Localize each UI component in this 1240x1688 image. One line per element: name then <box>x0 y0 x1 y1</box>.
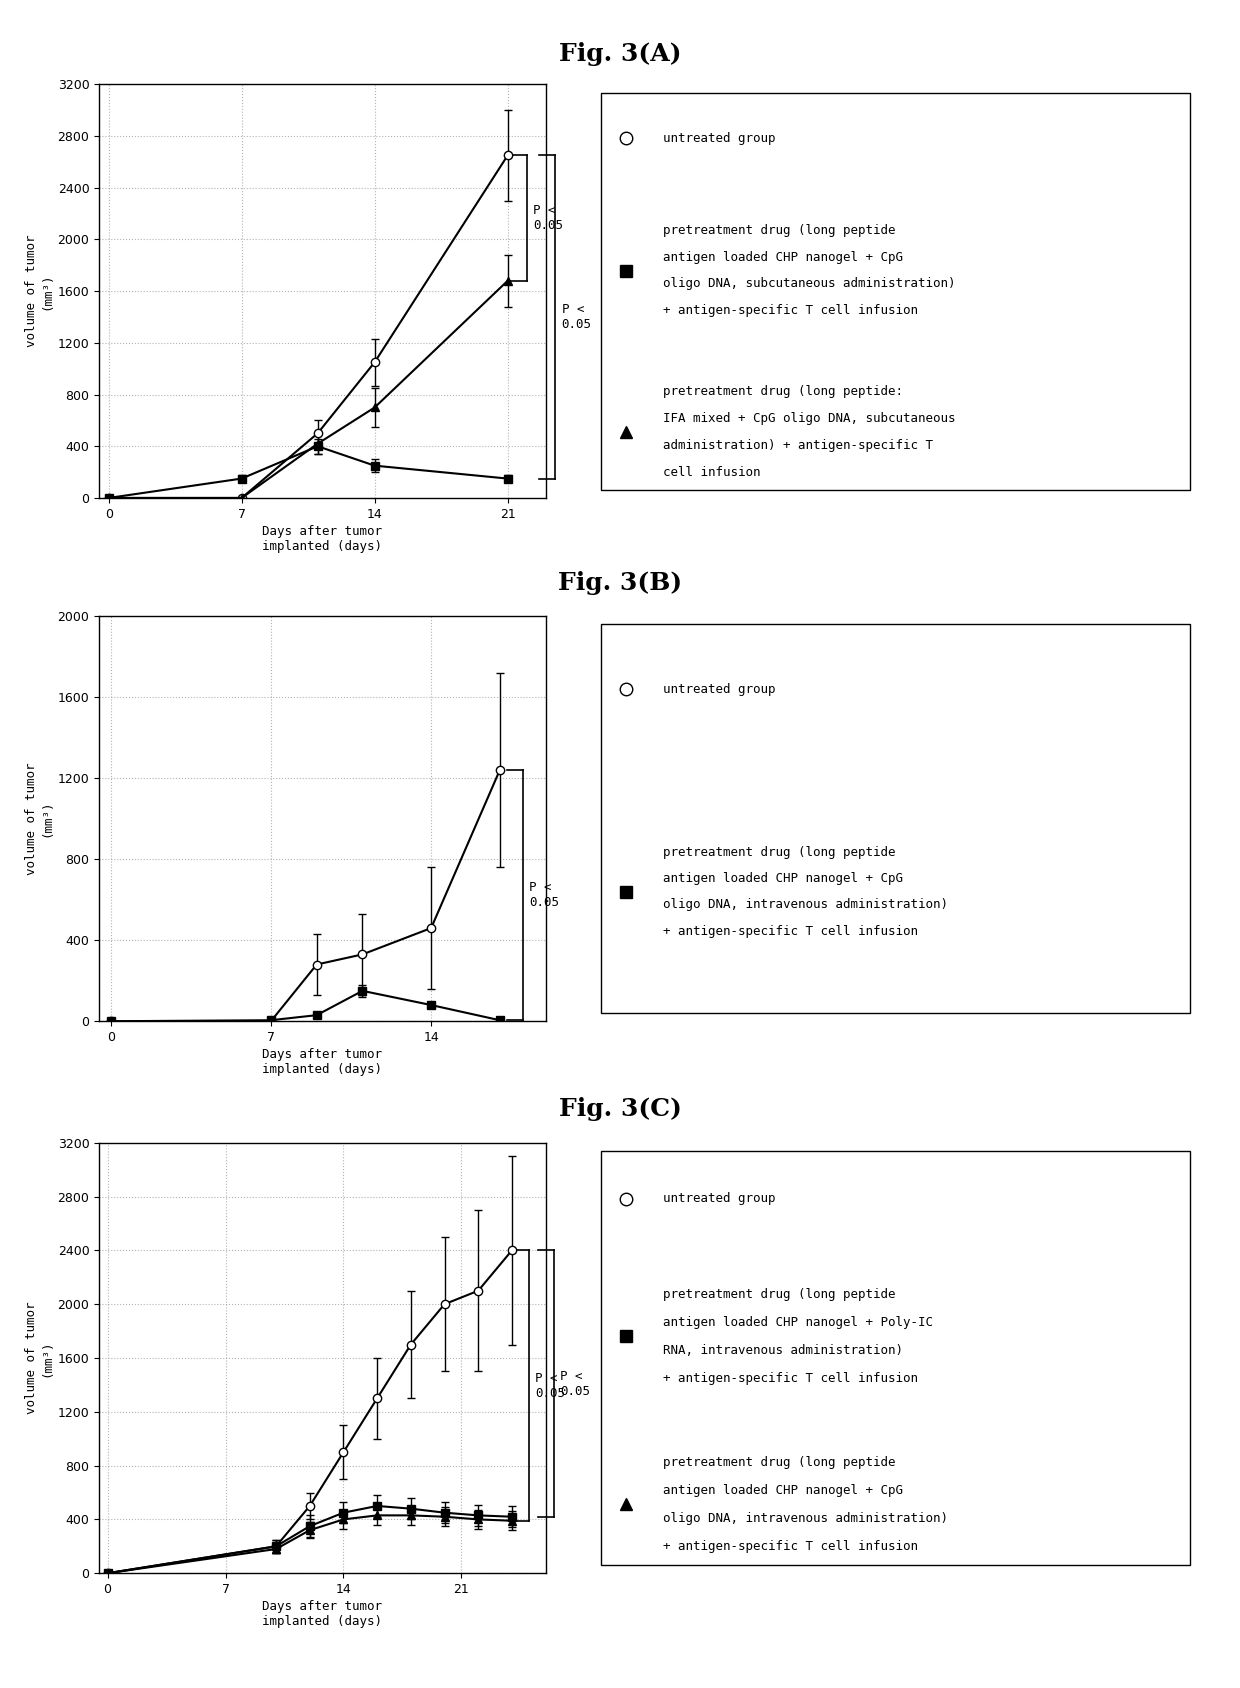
Text: P <
0.05: P < 0.05 <box>536 1372 565 1399</box>
Text: Fig. 3(B): Fig. 3(B) <box>558 571 682 594</box>
Text: Fig. 3(A): Fig. 3(A) <box>559 42 681 66</box>
Text: pretreatment drug (long peptide: pretreatment drug (long peptide <box>663 1288 895 1301</box>
Y-axis label: volume of tumor
(mm³): volume of tumor (mm³) <box>26 763 53 874</box>
Text: oligo DNA, intravenous administration): oligo DNA, intravenous administration) <box>663 1512 949 1524</box>
Text: + antigen-specific T cell infusion: + antigen-specific T cell infusion <box>663 304 919 317</box>
Text: pretreatment drug (long peptide: pretreatment drug (long peptide <box>663 846 895 859</box>
Text: antigen loaded CHP nanogel + CpG: antigen loaded CHP nanogel + CpG <box>663 873 904 885</box>
Text: untreated group: untreated group <box>663 682 776 695</box>
X-axis label: Days after tumor
implanted (days): Days after tumor implanted (days) <box>263 525 382 554</box>
Text: P <
0.05: P < 0.05 <box>560 1369 590 1398</box>
Y-axis label: volume of tumor
(mm³): volume of tumor (mm³) <box>26 1301 53 1415</box>
Text: antigen loaded CHP nanogel + CpG: antigen loaded CHP nanogel + CpG <box>663 1484 904 1497</box>
Text: oligo DNA, subcutaneous administration): oligo DNA, subcutaneous administration) <box>663 277 956 290</box>
Text: pretreatment drug (long peptide: pretreatment drug (long peptide <box>663 1455 895 1469</box>
Text: Fig. 3(C): Fig. 3(C) <box>558 1097 682 1121</box>
Text: untreated group: untreated group <box>663 1192 776 1205</box>
Text: antigen loaded CHP nanogel + CpG: antigen loaded CHP nanogel + CpG <box>663 250 904 263</box>
Text: RNA, intravenous administration): RNA, intravenous administration) <box>663 1344 904 1357</box>
Text: cell infusion: cell infusion <box>663 466 761 479</box>
Text: + antigen-specific T cell infusion: + antigen-specific T cell infusion <box>663 1539 919 1553</box>
Text: pretreatment drug (long peptide: pretreatment drug (long peptide <box>663 225 895 236</box>
Text: pretreatment drug (long peptide:: pretreatment drug (long peptide: <box>663 385 904 398</box>
Y-axis label: volume of tumor
(mm³): volume of tumor (mm³) <box>26 235 53 348</box>
Text: oligo DNA, intravenous administration): oligo DNA, intravenous administration) <box>663 898 949 912</box>
Text: administration) + antigen-specific T: administration) + antigen-specific T <box>663 439 934 452</box>
X-axis label: Days after tumor
implanted (days): Days after tumor implanted (days) <box>263 1600 382 1629</box>
Text: antigen loaded CHP nanogel + Poly-IC: antigen loaded CHP nanogel + Poly-IC <box>663 1317 934 1328</box>
Text: + antigen-specific T cell infusion: + antigen-specific T cell infusion <box>663 925 919 937</box>
Text: P <
0.05: P < 0.05 <box>562 304 591 331</box>
X-axis label: Days after tumor
implanted (days): Days after tumor implanted (days) <box>263 1048 382 1077</box>
Text: untreated group: untreated group <box>663 132 776 145</box>
Text: + antigen-specific T cell infusion: + antigen-specific T cell infusion <box>663 1372 919 1384</box>
Text: IFA mixed + CpG oligo DNA, subcutaneous: IFA mixed + CpG oligo DNA, subcutaneous <box>663 412 956 425</box>
Text: P <
0.05: P < 0.05 <box>533 204 563 233</box>
Text: P <
0.05: P < 0.05 <box>529 881 559 910</box>
